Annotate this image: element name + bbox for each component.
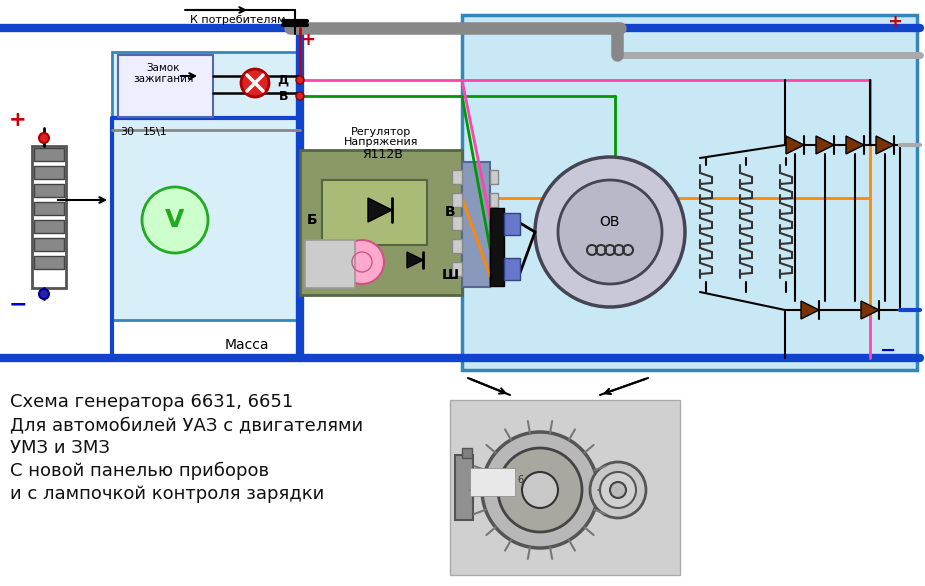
Circle shape — [535, 157, 685, 307]
Circle shape — [610, 482, 626, 498]
Circle shape — [558, 180, 662, 284]
Polygon shape — [846, 136, 864, 154]
Text: Я112В: Я112В — [363, 148, 403, 162]
Text: Д: Д — [277, 73, 288, 87]
Bar — [490, 239, 498, 253]
Bar — [504, 258, 520, 280]
Text: −: − — [8, 294, 28, 314]
Bar — [470, 468, 515, 496]
Text: Регулятор: Регулятор — [351, 127, 411, 137]
Bar — [34, 220, 64, 233]
Text: −: − — [880, 340, 896, 359]
Bar — [322, 180, 427, 245]
Text: Замок: Замок — [146, 63, 179, 73]
Circle shape — [39, 133, 49, 143]
Circle shape — [39, 289, 49, 299]
Bar — [452, 262, 462, 276]
Polygon shape — [801, 301, 819, 319]
Bar — [112, 52, 300, 320]
Text: К потребителям: К потребителям — [190, 15, 286, 25]
Bar — [452, 239, 462, 253]
Circle shape — [142, 187, 208, 253]
Bar — [34, 166, 64, 179]
Bar — [490, 262, 498, 276]
Bar — [300, 150, 462, 295]
Text: В: В — [278, 90, 288, 103]
Bar — [34, 238, 64, 251]
Text: V: V — [166, 208, 185, 232]
Text: УМЗ и ЗМЗ: УМЗ и ЗМЗ — [10, 439, 110, 457]
Polygon shape — [861, 301, 879, 319]
Bar — [305, 240, 355, 288]
Polygon shape — [816, 136, 834, 154]
Polygon shape — [786, 136, 804, 154]
Text: Схема генератора 6631, 6651: Схема генератора 6631, 6651 — [10, 393, 293, 411]
Circle shape — [296, 92, 304, 100]
Circle shape — [241, 69, 269, 97]
Bar — [452, 216, 462, 230]
Text: 15\1: 15\1 — [143, 127, 167, 137]
Bar — [32, 146, 66, 288]
Circle shape — [482, 432, 598, 548]
Bar — [34, 184, 64, 197]
Text: +: + — [887, 13, 903, 31]
Bar — [490, 170, 498, 184]
Bar — [462, 15, 917, 370]
Circle shape — [522, 472, 558, 508]
Circle shape — [600, 472, 636, 508]
Bar — [462, 448, 472, 458]
Bar — [34, 202, 64, 215]
Circle shape — [340, 240, 384, 284]
Text: Ш: Ш — [441, 268, 459, 282]
Bar — [504, 213, 520, 235]
Bar — [490, 208, 504, 286]
Circle shape — [498, 448, 582, 532]
Text: и с лампочкой контроля зарядки: и с лампочкой контроля зарядки — [10, 485, 325, 503]
Text: Б: Б — [307, 213, 317, 227]
Bar — [118, 55, 213, 117]
Text: +: + — [301, 31, 315, 49]
FancyBboxPatch shape — [450, 400, 680, 575]
Text: ОВ: ОВ — [599, 215, 621, 229]
Text: +: + — [9, 110, 27, 130]
Bar — [462, 162, 490, 287]
Bar — [34, 148, 64, 161]
Text: Для автомобилей УАЗ с двигателями: Для автомобилей УАЗ с двигателями — [10, 416, 364, 434]
Bar — [452, 193, 462, 207]
Bar — [490, 216, 498, 230]
Circle shape — [296, 76, 304, 84]
Bar — [452, 170, 462, 184]
Bar — [455, 455, 473, 520]
Text: 30: 30 — [120, 127, 134, 137]
Circle shape — [590, 462, 646, 518]
Text: Напряжения: Напряжения — [344, 137, 418, 147]
Text: С новой панелью приборов: С новой панелью приборов — [10, 462, 269, 480]
Polygon shape — [368, 198, 392, 222]
Text: 6: 6 — [517, 475, 523, 485]
Text: В: В — [445, 205, 455, 219]
Polygon shape — [407, 252, 423, 268]
Text: зажигания: зажигания — [133, 74, 193, 84]
Bar — [490, 193, 498, 207]
Text: Масса: Масса — [225, 338, 269, 352]
Polygon shape — [876, 136, 894, 154]
Bar — [34, 256, 64, 269]
